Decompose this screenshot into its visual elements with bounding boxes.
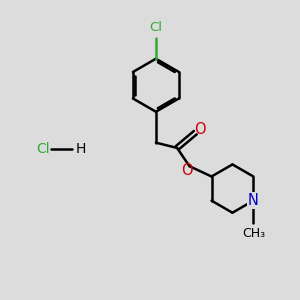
Text: Cl: Cl [149, 21, 162, 34]
Text: CH₃: CH₃ [242, 227, 265, 240]
Text: Cl: Cl [36, 142, 50, 155]
Text: O: O [181, 164, 193, 178]
Text: O: O [194, 122, 206, 137]
Text: H: H [76, 142, 86, 155]
Text: N: N [248, 193, 259, 208]
